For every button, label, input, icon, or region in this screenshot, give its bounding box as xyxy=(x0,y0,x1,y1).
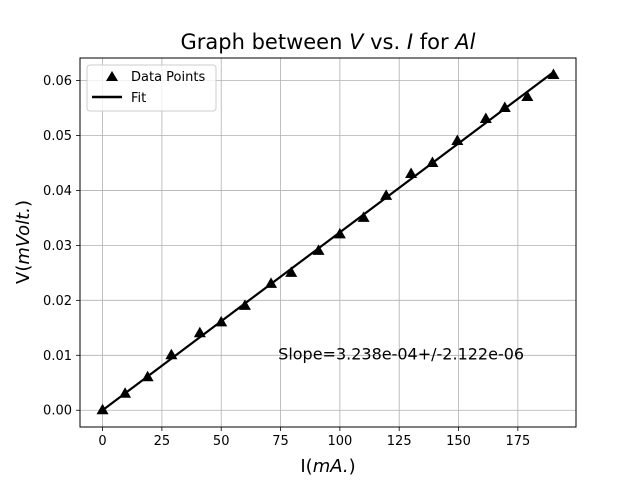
y-tick-label: 0.03 xyxy=(43,239,72,254)
legend-triangle-icon xyxy=(106,71,118,81)
x-tick-label: 75 xyxy=(272,434,289,449)
chart-title: Graph between V vs. I for Al xyxy=(181,30,476,54)
data-point xyxy=(547,68,560,80)
data-point xyxy=(165,348,178,360)
data-point xyxy=(215,315,228,327)
x-tick-label: 125 xyxy=(387,434,412,449)
y-tick-label: 0.02 xyxy=(43,294,72,309)
x-tick-label: 150 xyxy=(446,434,471,449)
x-tick-label: 50 xyxy=(213,434,230,449)
data-point xyxy=(96,403,109,415)
ticks: 0 25 50 75 100 125 150 175 0.00 0.01 0.02 0.03 0.04 0… xyxy=(43,74,530,449)
data-point xyxy=(380,189,393,200)
legend-label-fit: Fit xyxy=(131,91,146,106)
data-point xyxy=(265,277,278,288)
data-point xyxy=(333,227,346,239)
fit-line xyxy=(101,71,555,412)
y-tick-label: 0.06 xyxy=(43,74,72,89)
data-point xyxy=(357,211,370,222)
data-point xyxy=(479,112,492,123)
x-tick-label: 25 xyxy=(154,434,171,449)
legend-label-data-points: Data Points xyxy=(131,70,205,85)
y-tick-label: 0.01 xyxy=(43,349,72,364)
legend: Data Points Fit xyxy=(86,64,217,112)
data-point xyxy=(119,387,132,398)
x-tick-label: 175 xyxy=(505,434,530,449)
data-point xyxy=(521,90,534,102)
data-point xyxy=(451,134,464,145)
x-tick-label: 0 xyxy=(98,434,106,449)
y-tick-label: 0.00 xyxy=(43,404,72,419)
data-point xyxy=(426,156,439,167)
x-tick-label: 100 xyxy=(327,434,352,449)
legend-box xyxy=(86,64,217,112)
data-point xyxy=(498,101,511,113)
y-tick-label: 0.04 xyxy=(43,184,72,199)
data-point xyxy=(141,370,154,382)
data-point xyxy=(312,244,325,255)
y-axis-label: V(mVolt.) xyxy=(13,200,34,284)
grid xyxy=(80,58,576,427)
slope-annotation: Slope=3.238e-04+/-2.122e-06 xyxy=(278,345,524,364)
plot-area xyxy=(96,68,560,415)
data-point xyxy=(193,326,206,338)
axes-frame xyxy=(79,57,577,428)
data-point xyxy=(285,266,298,277)
data-point xyxy=(405,167,418,178)
y-tick-label: 0.05 xyxy=(43,129,72,144)
data-point xyxy=(238,299,251,310)
x-axis-label: I(mA.) xyxy=(300,456,355,477)
